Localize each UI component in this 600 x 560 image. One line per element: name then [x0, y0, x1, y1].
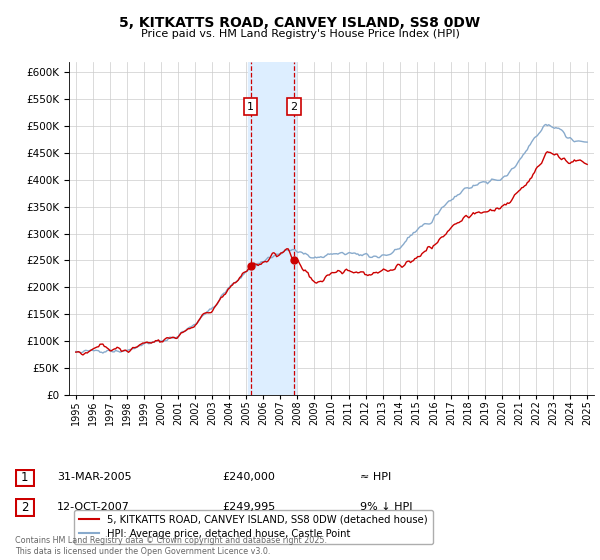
Text: 5, KITKATTS ROAD, CANVEY ISLAND, SS8 0DW: 5, KITKATTS ROAD, CANVEY ISLAND, SS8 0DW [119, 16, 481, 30]
Text: Price paid vs. HM Land Registry's House Price Index (HPI): Price paid vs. HM Land Registry's House … [140, 29, 460, 39]
Text: ≈ HPI: ≈ HPI [360, 472, 391, 482]
Text: 1: 1 [21, 472, 29, 484]
Text: 2: 2 [290, 101, 298, 111]
Text: 9% ↓ HPI: 9% ↓ HPI [360, 502, 413, 512]
Text: 2: 2 [21, 501, 29, 514]
Text: 1: 1 [247, 101, 254, 111]
Bar [248, 62, 296, 395]
Text: £240,000: £240,000 [222, 472, 275, 482]
Text: Contains HM Land Registry data © Crown copyright and database right 2025.
This d: Contains HM Land Registry data © Crown c… [15, 536, 327, 556]
Text: 12-OCT-2007: 12-OCT-2007 [57, 502, 130, 512]
Legend: 5, KITKATTS ROAD, CANVEY ISLAND, SS8 0DW (detached house), HPI: Average price, d: 5, KITKATTS ROAD, CANVEY ISLAND, SS8 0DW… [74, 510, 433, 544]
Text: 31-MAR-2005: 31-MAR-2005 [57, 472, 131, 482]
Text: £249,995: £249,995 [222, 502, 275, 512]
